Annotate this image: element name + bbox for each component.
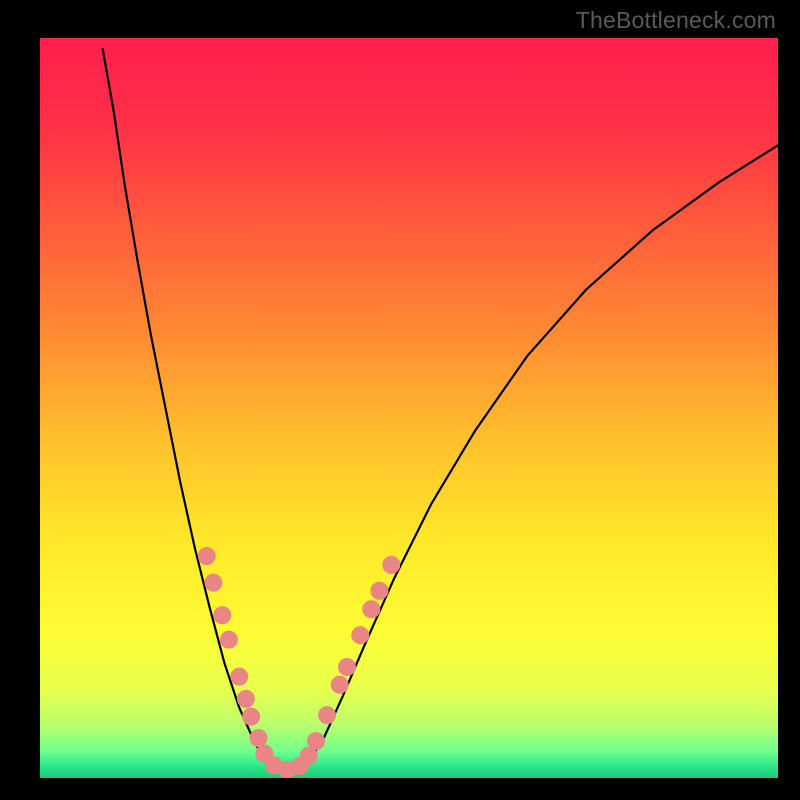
curve-marker [371, 582, 388, 599]
curve-marker [352, 627, 369, 644]
curve-marker [319, 707, 336, 724]
watermark-text: TheBottleneck.com [576, 7, 776, 34]
curve-marker [363, 601, 380, 618]
curve-marker [220, 631, 237, 648]
curve-marker [205, 574, 222, 591]
curve-marker [308, 733, 325, 750]
curve-marker [214, 607, 231, 624]
curve-marker [339, 659, 356, 676]
curve-marker [231, 668, 248, 685]
curve-marker [331, 676, 348, 693]
curve-marker [383, 556, 400, 573]
curve-marker [237, 690, 254, 707]
curve-marker [243, 708, 260, 725]
chart-plot-area [40, 38, 778, 778]
bottleneck-curve-chart [40, 38, 778, 778]
gradient-background [40, 38, 778, 778]
curve-marker [250, 730, 267, 747]
curve-marker [198, 548, 215, 565]
